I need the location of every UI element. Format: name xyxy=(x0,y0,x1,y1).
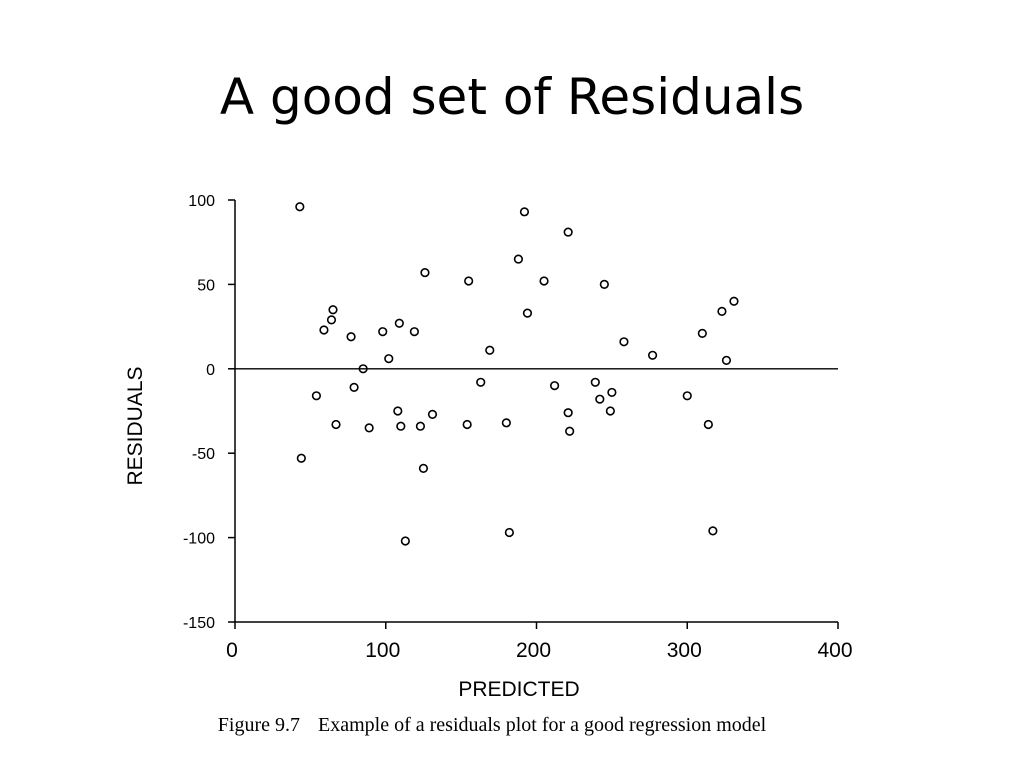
y-axis-label: RESIDUALS xyxy=(124,366,147,485)
data-point xyxy=(501,418,511,428)
data-point xyxy=(717,306,727,317)
data-point xyxy=(513,254,524,264)
data-point xyxy=(326,315,337,325)
data-point xyxy=(565,426,575,436)
data-point xyxy=(522,308,533,318)
y-tick-label: 50 xyxy=(197,277,215,294)
y-tick-label: 0 xyxy=(206,362,215,379)
data-point xyxy=(415,421,426,431)
data-point xyxy=(418,463,429,473)
data-point xyxy=(563,408,573,418)
data-point xyxy=(729,296,739,306)
y-tick-label: -100 xyxy=(183,531,215,548)
data-point xyxy=(599,279,609,290)
data-point xyxy=(619,337,629,347)
data-point xyxy=(647,350,658,360)
data-point xyxy=(703,419,713,430)
data-point xyxy=(682,391,692,401)
x-tick-label: 200 xyxy=(516,639,551,662)
y-tick-label: -150 xyxy=(183,615,215,632)
data-point xyxy=(462,419,472,430)
data-point xyxy=(394,318,404,328)
data-point xyxy=(605,406,615,416)
slide-title: A good set of Residuals xyxy=(219,68,805,126)
y-tick-label: -50 xyxy=(192,446,215,463)
data-point xyxy=(519,207,530,217)
x-tick-label: 100 xyxy=(365,639,400,662)
x-tick-label: 0 xyxy=(226,639,238,662)
x-tick-label: 400 xyxy=(817,639,852,662)
data-point xyxy=(295,202,305,212)
data-point xyxy=(708,526,718,536)
data-point xyxy=(476,377,486,387)
data-point xyxy=(396,421,406,431)
data-point xyxy=(346,332,356,342)
data-point xyxy=(420,267,430,278)
x-axis-label: PREDICTED xyxy=(458,678,579,701)
data-point xyxy=(485,345,495,355)
figure-caption-text: Example of a residuals plot for a good r… xyxy=(318,714,767,736)
data-point xyxy=(328,305,338,315)
data-point xyxy=(590,377,600,387)
data-point xyxy=(464,276,474,286)
data-point xyxy=(393,406,403,416)
data-point xyxy=(378,327,388,337)
y-tick-label: 100 xyxy=(188,193,215,210)
figure-number: Figure 9.7 xyxy=(217,714,300,736)
data-point xyxy=(549,381,560,391)
data-point xyxy=(697,328,707,338)
x-tick-label: 300 xyxy=(667,639,702,662)
data-point xyxy=(296,453,306,463)
data-point xyxy=(364,423,374,433)
data-point xyxy=(607,387,617,398)
data-point xyxy=(358,364,368,374)
data-point xyxy=(384,354,394,364)
data-point xyxy=(409,327,419,337)
data-point xyxy=(349,382,359,392)
data-point xyxy=(331,419,341,430)
axes: 100 50 0 -50 -100 -150 0 100 200 300 400 xyxy=(183,193,853,662)
data-point xyxy=(563,227,573,237)
data-point xyxy=(311,391,322,401)
data-point xyxy=(595,394,605,404)
figure-caption: Figure 9.7 Example of a residuals plot fo… xyxy=(0,714,984,737)
data-point xyxy=(504,527,514,538)
data-point xyxy=(427,409,438,419)
data-point xyxy=(721,355,732,365)
data-points xyxy=(295,202,739,546)
data-point xyxy=(319,325,329,335)
data-point xyxy=(539,276,549,286)
data-point xyxy=(400,536,410,546)
